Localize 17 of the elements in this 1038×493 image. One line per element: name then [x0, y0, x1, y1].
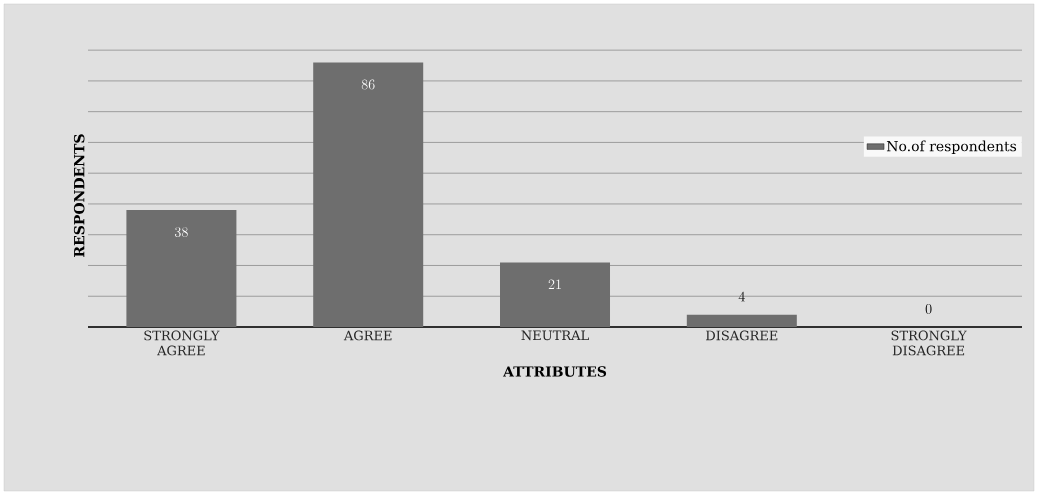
data-label: 4	[738, 291, 745, 302]
x-tick-label: NEUTRAL	[521, 330, 589, 341]
x-tick-label: STRONGLY AGREE	[144, 330, 220, 356]
data-label: 38	[174, 227, 188, 238]
x-tick-label: DISAGREE	[706, 330, 778, 341]
legend-label: No.of respondents	[886, 140, 1017, 155]
data-label: 21	[548, 279, 561, 290]
x-axis-title: ATTRIBUTES	[502, 366, 607, 377]
x-tick-label: STRONGLY DISAGREE	[891, 330, 967, 356]
x-tick-label: AGREE	[343, 330, 392, 341]
bar	[686, 314, 797, 327]
data-label: 0	[925, 304, 932, 314]
y-axis-title: RESPONDENTS	[73, 134, 85, 257]
bar	[313, 62, 424, 327]
bar	[126, 210, 237, 327]
bar	[500, 262, 611, 327]
data-label: 86	[361, 79, 375, 90]
